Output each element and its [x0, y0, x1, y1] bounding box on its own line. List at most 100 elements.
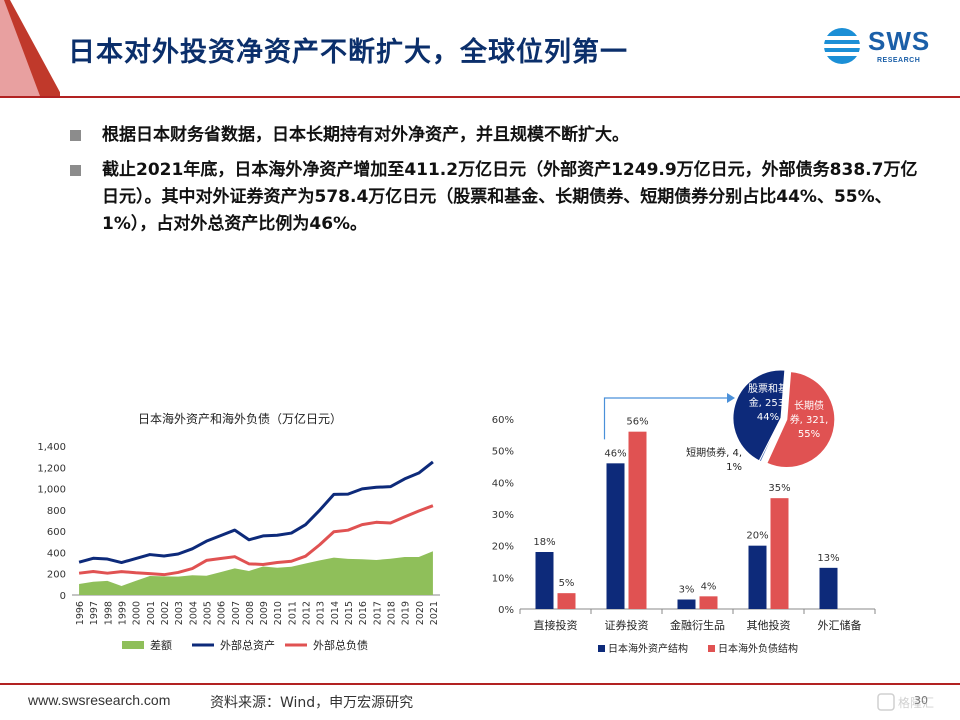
chart3-pie-slice: [766, 371, 836, 468]
chart2-bar-liabilities: [557, 593, 576, 609]
logo-text: SWS: [868, 26, 931, 56]
bullet-marker: [70, 130, 81, 141]
chart1-legend-label: 差额: [150, 638, 172, 652]
chart2-data-label: 13%: [817, 553, 839, 564]
chart1-line-liabilities: [78, 504, 434, 577]
chart2-callout-arrow: [727, 393, 735, 403]
chart2-data-label: 18%: [533, 537, 555, 548]
watermark-icon: 格隆汇: [877, 693, 934, 711]
chart1-x-tick: 2008: [245, 601, 256, 625]
chart2-legend-swatch: [598, 645, 605, 652]
chart2-bar-assets: [819, 567, 838, 609]
sws-logo: SWS RESEARCH: [820, 22, 940, 74]
charts-canvas: 日本海外资产和海外负债（万亿日元） 0 200 400 600 800 1,000 1,200…: [37, 369, 876, 655]
chart1-x-tick: 2016: [358, 601, 369, 625]
chart1-x-tick: 1997: [89, 601, 100, 625]
chart2-y-tick: 20%: [492, 542, 514, 553]
page-number: 30: [914, 694, 928, 707]
chart2-bar-assets: [606, 463, 625, 609]
chart1-x-tick: 2006: [217, 601, 228, 625]
chart1-x-tick: 2002: [160, 601, 171, 625]
chart2-category-label: 金融衍生品: [670, 618, 725, 632]
chart1-x-tick: 2020: [415, 601, 426, 625]
chart2-callout-line: [603, 397, 727, 440]
chart1-area-net-assets: [79, 551, 433, 595]
chart2-data-label: 46%: [604, 448, 626, 459]
chart2-data-label: 3%: [679, 585, 695, 596]
chart2-category-label: 其他投资: [747, 618, 791, 632]
chart2-bar-assets: [535, 552, 554, 609]
title-decoration: [0, 0, 60, 96]
chart1-x-tick: 1996: [75, 601, 86, 625]
chart1-x-tick: 2009: [259, 601, 270, 625]
chart1-x-tick: 2019: [401, 601, 412, 625]
chart2-legend-label: 日本海外负债结构: [718, 642, 798, 655]
chart2-y-tick: 50%: [492, 447, 514, 458]
chart2-bar-liabilities: [699, 596, 718, 609]
chart1-y-tick: 1,000: [37, 485, 66, 496]
globe-icon: [824, 28, 860, 64]
bullet-text: 根据日本财务省数据，日本长期持有对外净资产，并且规模不断扩大。: [102, 125, 629, 145]
chart1-legend-label: 外部总资产: [220, 638, 275, 652]
chart1-y-tick: 800: [47, 506, 66, 517]
chart1-y-tick: 1,200: [37, 463, 66, 474]
chart1-y-tick: 600: [47, 527, 66, 538]
footer-url[interactable]: www.swsresearch.com: [28, 692, 171, 708]
chart2-bar-assets: [677, 599, 696, 609]
chart1-y-tick: 1,400: [37, 442, 66, 453]
chart3-pie-slice: [732, 369, 786, 462]
chart1-y-tick: 0: [60, 591, 66, 602]
chart2-legend-swatch: [708, 645, 715, 652]
chart3-slice-label: 1%: [726, 462, 742, 473]
bullet-marker: [70, 165, 81, 176]
chart1-x-tick: 1998: [103, 601, 114, 625]
chart2-y-tick: 60%: [492, 415, 514, 426]
chart1-legend-label: 外部总负债: [313, 638, 368, 652]
chart1-x-tick: 2001: [146, 601, 157, 625]
chart3-slice-label: 金, 253,: [749, 396, 788, 409]
bullet-item: 根据日本财务省数据，日本长期持有对外净资产，并且规模不断扩大。: [68, 122, 928, 149]
bullet-list: 根据日本财务省数据，日本长期持有对外净资产，并且规模不断扩大。 截止2021年底…: [68, 122, 928, 246]
footer-source: 资料来源：Wind，申万宏源研究: [210, 695, 414, 711]
chart3-slice-label: 55%: [798, 429, 820, 440]
chart2-y-tick: 0%: [498, 605, 514, 616]
chart1-y-tick: 400: [47, 548, 66, 559]
chart1-legend-swatch: [122, 641, 144, 649]
chart3-slice-label: 券, 321,: [790, 413, 829, 426]
chart1-title: 日本海外资产和海外负债（万亿日元）: [138, 411, 342, 426]
chart1-y-tick: 200: [47, 570, 66, 581]
title-bar: 日本对外投资净资产不断扩大，全球位列第一 SWS RESEARCH: [0, 0, 960, 98]
chart2-category-label: 外汇储备: [818, 618, 862, 632]
chart3-slice-label: 44%: [757, 412, 779, 423]
chart1-x-tick: 2000: [132, 601, 143, 625]
chart1-x-tick: 2018: [386, 601, 397, 625]
chart2-bar-liabilities: [628, 431, 647, 609]
logo-subtext: RESEARCH: [877, 57, 921, 64]
bullet-text: 截止2021年底，日本海外净资产增加至411.2万亿日元（外部资产1249.9万…: [102, 160, 918, 234]
bullet-item: 截止2021年底，日本海外净资产增加至411.2万亿日元（外部资产1249.9万…: [68, 157, 928, 238]
chart3-slice-label: 短期债券, 4,: [686, 446, 742, 459]
footer-divider: [0, 683, 960, 685]
chart2-data-label: 5%: [559, 578, 575, 589]
svg-text:格隆汇: 格隆汇: [898, 695, 934, 710]
chart3-slice-label: 股票和基: [748, 382, 788, 395]
chart2-bar-liabilities: [770, 498, 789, 609]
chart1-x-tick: 2017: [372, 601, 383, 625]
chart1-x-tick: 2005: [202, 601, 213, 625]
chart2-data-label: 56%: [626, 417, 648, 428]
chart2-legend-label: 日本海外资产结构: [608, 642, 688, 655]
chart1-x-tick: 2003: [174, 601, 185, 625]
chart2-y-tick: 40%: [492, 478, 514, 489]
chart1-x-tick: 1999: [118, 601, 129, 625]
chart1-x-tick: 2021: [429, 601, 440, 625]
chart2-category-label: 直接投资: [534, 618, 578, 632]
chart1-x-tick: 2015: [344, 601, 355, 625]
chart3-slice-label: 长期债: [794, 399, 824, 412]
chart2-data-label: 4%: [701, 581, 717, 592]
chart2-data-label: 20%: [746, 531, 768, 542]
chart1-x-tick: 2012: [302, 601, 313, 625]
chart1-line-assets: [78, 460, 434, 565]
chart1-x-tick: 2014: [330, 601, 341, 625]
chart1-x-tick: 2004: [188, 601, 199, 625]
page-title: 日本对外投资净资产不断扩大，全球位列第一: [68, 37, 628, 68]
